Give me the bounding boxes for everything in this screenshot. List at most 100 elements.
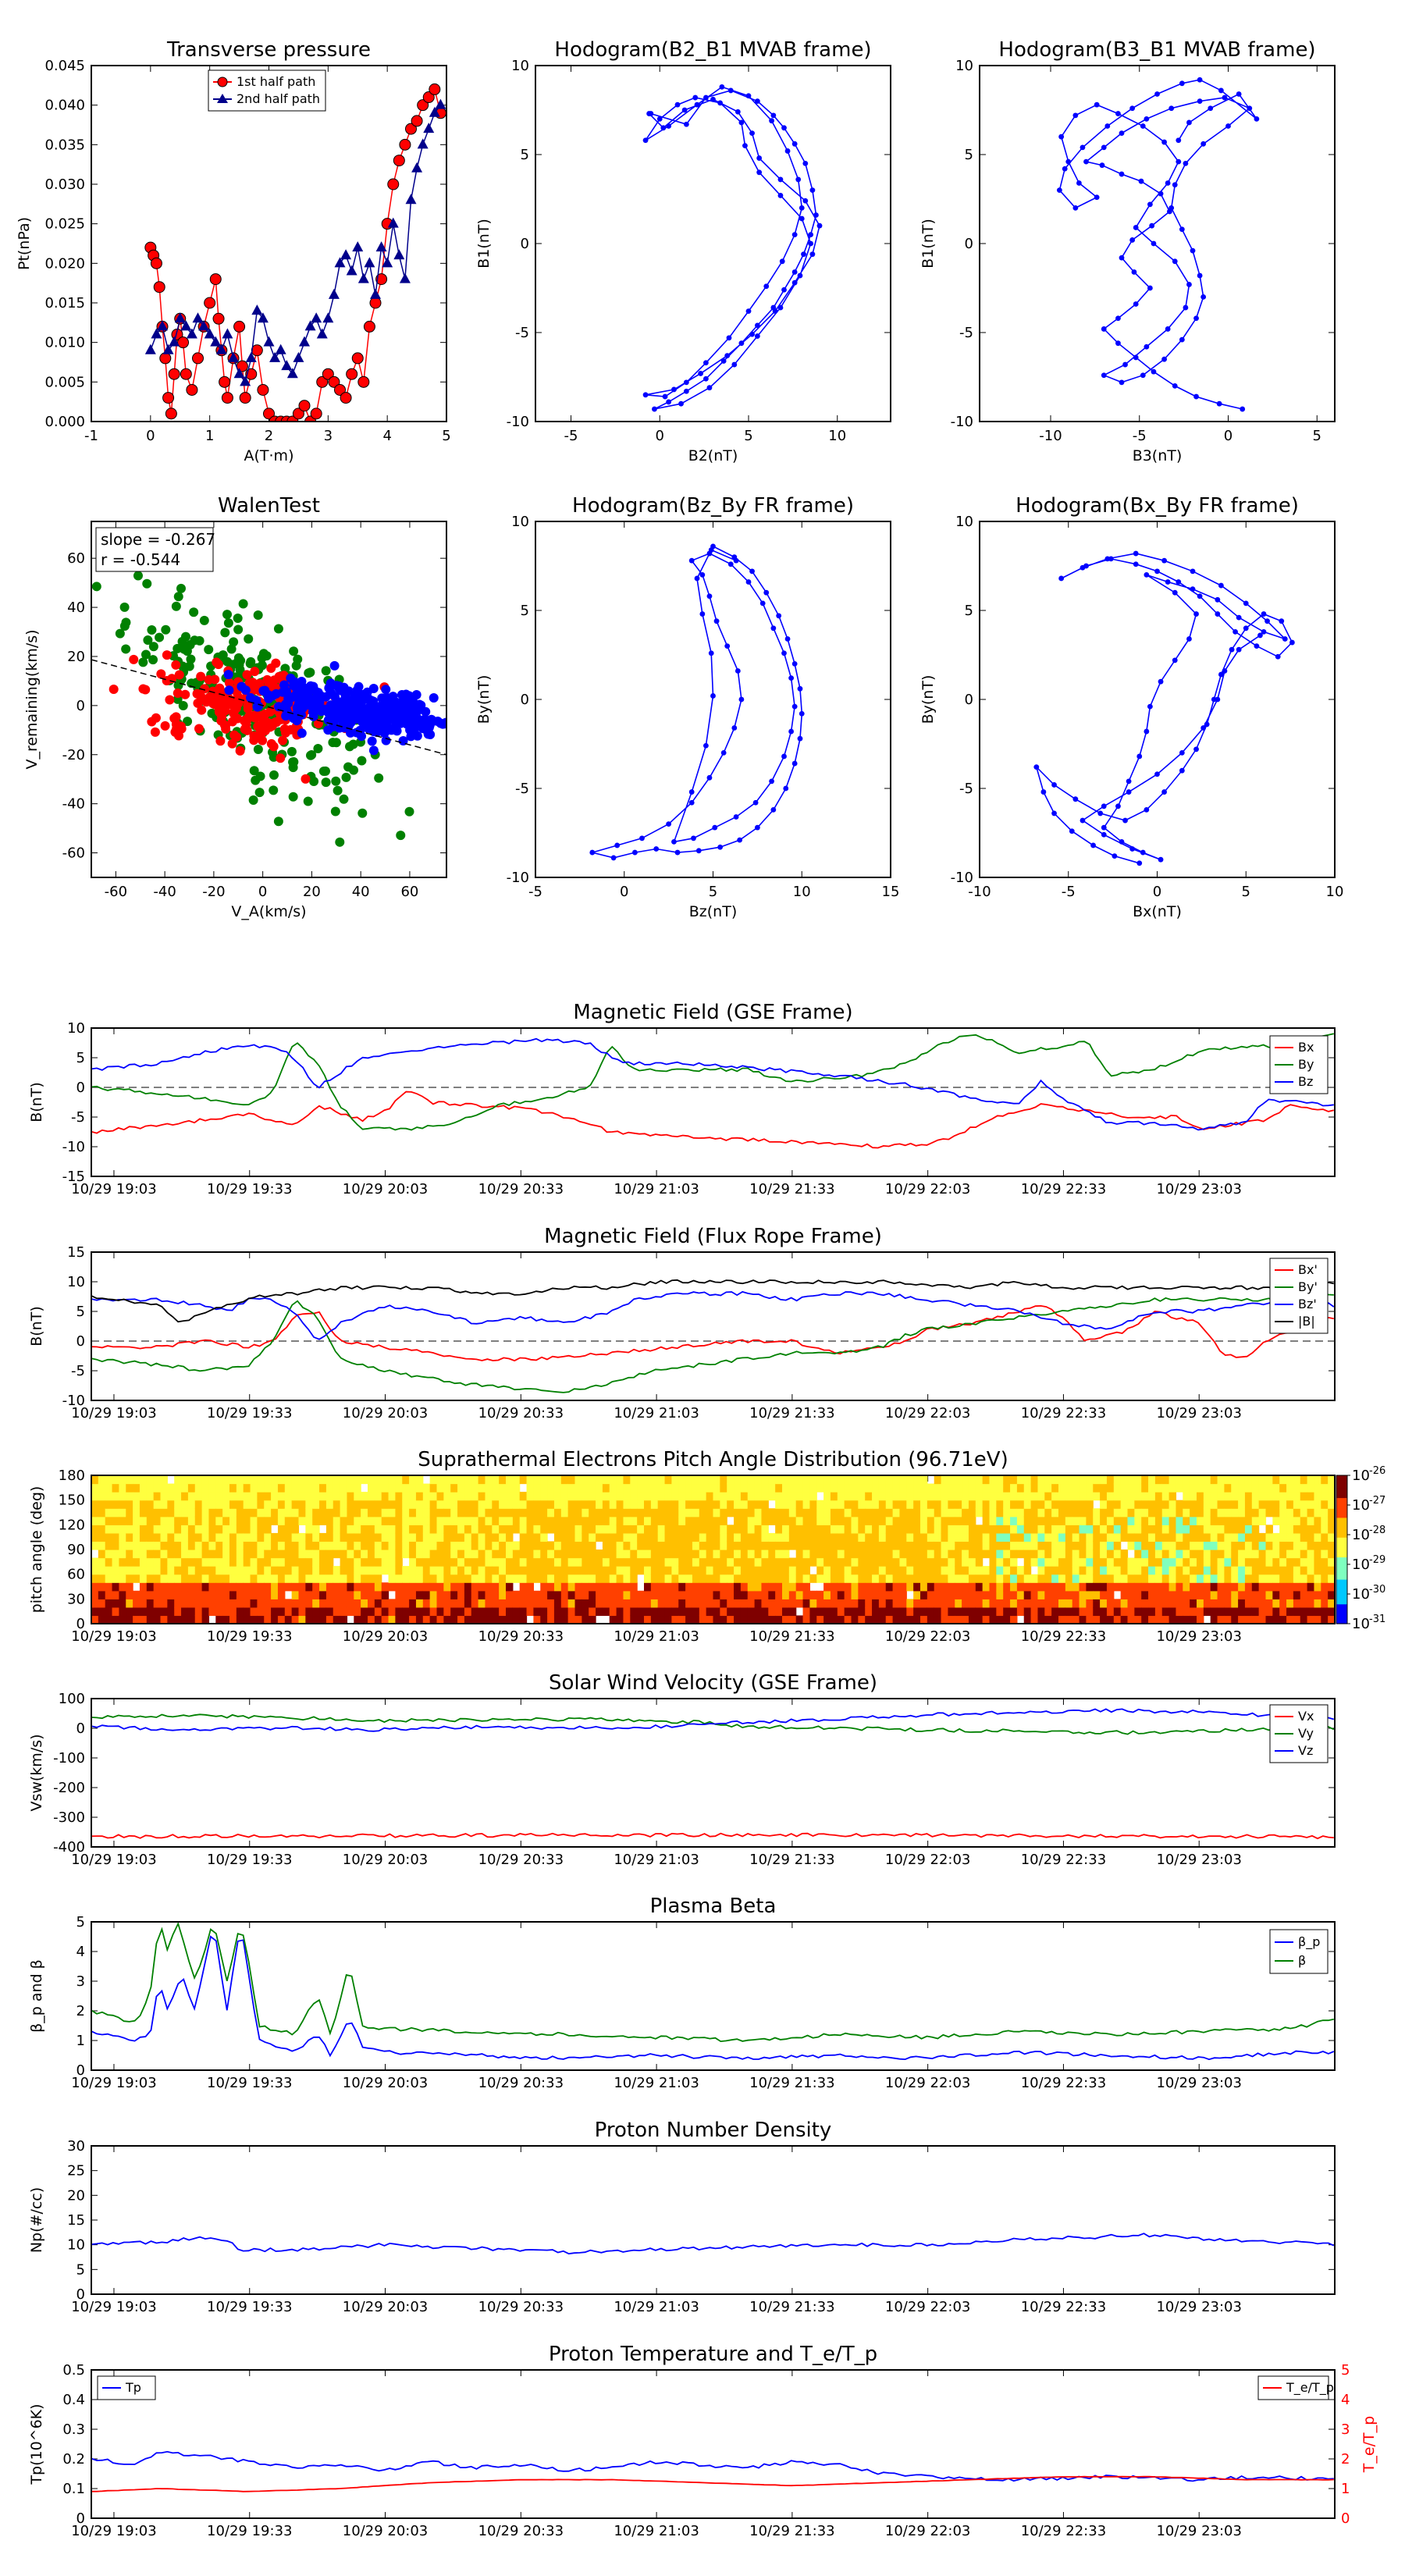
heatmap-cell bbox=[105, 1508, 113, 1517]
data-point bbox=[159, 352, 172, 365]
data-point bbox=[1240, 406, 1246, 412]
x-tick-label: 0 bbox=[656, 428, 664, 444]
heatmap-cell bbox=[305, 1615, 313, 1624]
heatmap-cell bbox=[560, 1590, 569, 1599]
data-point bbox=[429, 106, 440, 117]
heatmap-cell bbox=[133, 1500, 140, 1509]
heatmap-cell bbox=[1314, 1574, 1321, 1583]
heatmap-cell bbox=[126, 1541, 133, 1550]
heatmap-cell bbox=[941, 1599, 948, 1608]
heatmap-cell bbox=[816, 1590, 824, 1599]
heatmap-cell bbox=[1217, 1532, 1225, 1542]
heatmap-cell bbox=[589, 1566, 596, 1575]
data-point bbox=[1215, 596, 1221, 603]
heatmap-cell bbox=[1190, 1483, 1197, 1493]
heatmap-cell bbox=[706, 1483, 714, 1493]
heatmap-cell bbox=[319, 1615, 327, 1624]
heatmap-cell bbox=[1293, 1532, 1301, 1542]
heatmap-cell bbox=[671, 1599, 679, 1608]
heatmap-cell bbox=[1190, 1566, 1197, 1575]
heatmap-cell bbox=[1100, 1492, 1108, 1501]
data-point bbox=[215, 697, 225, 707]
data-point bbox=[397, 689, 407, 699]
heatmap-cell bbox=[927, 1525, 935, 1534]
heatmap-cell bbox=[747, 1541, 756, 1550]
heatmap-cell bbox=[402, 1516, 410, 1525]
heatmap-cell bbox=[567, 1615, 576, 1624]
heatmap-cell bbox=[982, 1566, 991, 1575]
heatmap-cell bbox=[885, 1525, 894, 1534]
heatmap-cell bbox=[436, 1532, 444, 1542]
heatmap-cell bbox=[105, 1590, 113, 1599]
colorbar-cell bbox=[1336, 1599, 1347, 1603]
heatmap-cell bbox=[664, 1606, 672, 1617]
heatmap-cell bbox=[1293, 1475, 1301, 1485]
heatmap-cell bbox=[602, 1483, 610, 1493]
heatmap-cell bbox=[506, 1582, 514, 1592]
heatmap-cell bbox=[1300, 1483, 1308, 1493]
heatmap-cell bbox=[1093, 1557, 1101, 1567]
heatmap-cell bbox=[1154, 1574, 1163, 1583]
heatmap-cell bbox=[1023, 1590, 1032, 1599]
heatmap-cell bbox=[512, 1541, 521, 1550]
heatmap-cell bbox=[1106, 1492, 1115, 1501]
data-point bbox=[182, 646, 192, 656]
heatmap-cell bbox=[1127, 1566, 1135, 1575]
data-point bbox=[1122, 361, 1128, 368]
heatmap-cell bbox=[609, 1541, 617, 1550]
heatmap-cell bbox=[499, 1606, 507, 1617]
y-tick-label: 0 bbox=[965, 236, 973, 252]
heatmap-cell bbox=[1093, 1516, 1101, 1525]
heatmap-cell bbox=[788, 1582, 797, 1592]
heatmap-cell bbox=[457, 1582, 465, 1592]
heatmap-cell bbox=[955, 1550, 962, 1559]
heatmap-cell bbox=[146, 1606, 155, 1617]
heatmap-cell bbox=[650, 1566, 659, 1575]
heatmap-cell bbox=[1293, 1550, 1301, 1559]
heatmap-cell bbox=[146, 1516, 155, 1525]
data-point bbox=[183, 717, 193, 727]
heatmap-cell bbox=[478, 1599, 486, 1608]
heatmap-cell bbox=[685, 1516, 693, 1525]
heatmap-cell bbox=[865, 1532, 873, 1542]
heatmap-cell bbox=[264, 1475, 272, 1485]
heatmap-cell bbox=[506, 1483, 514, 1493]
heatmap-cell bbox=[892, 1541, 901, 1550]
heatmap-cell bbox=[920, 1525, 928, 1534]
heatmap-cell bbox=[685, 1582, 693, 1592]
heatmap-cell bbox=[1251, 1550, 1260, 1559]
data-point bbox=[308, 711, 318, 721]
heatmap-cell bbox=[1286, 1475, 1294, 1485]
heatmap-cell bbox=[941, 1590, 948, 1599]
heatmap-cell bbox=[388, 1483, 396, 1493]
heatmap-cell bbox=[519, 1541, 528, 1550]
heatmap-cell bbox=[325, 1541, 334, 1550]
heatmap-cell bbox=[126, 1525, 133, 1534]
data-point bbox=[429, 693, 439, 703]
heatmap-cell bbox=[1293, 1582, 1301, 1592]
heatmap-cell bbox=[1168, 1475, 1177, 1485]
heatmap-cell bbox=[596, 1500, 603, 1509]
heatmap-cell bbox=[133, 1525, 140, 1534]
heatmap-cell bbox=[98, 1574, 106, 1583]
data-point bbox=[671, 839, 677, 845]
heatmap-cell bbox=[415, 1582, 424, 1592]
heatmap-cell bbox=[1003, 1582, 1011, 1592]
y-tick-label: 0.030 bbox=[44, 176, 85, 193]
heatmap-cell bbox=[1037, 1582, 1045, 1592]
hodogram-path bbox=[645, 86, 820, 410]
heatmap-cell bbox=[402, 1483, 410, 1493]
y-axis-label: Pt(nPa) bbox=[16, 217, 33, 270]
heatmap-cell bbox=[284, 1525, 293, 1534]
heatmap-cell bbox=[395, 1500, 403, 1509]
heatmap-cell bbox=[1072, 1525, 1080, 1534]
heatmap-cell bbox=[381, 1516, 389, 1525]
data-point bbox=[233, 320, 246, 333]
heatmap-cell bbox=[989, 1566, 997, 1575]
heatmap-cell bbox=[941, 1606, 948, 1617]
heatmap-cell bbox=[788, 1557, 797, 1567]
heatmap-cell bbox=[201, 1516, 210, 1525]
heatmap-cell bbox=[1044, 1475, 1052, 1485]
data-point bbox=[180, 368, 192, 380]
heatmap-cell bbox=[512, 1525, 521, 1534]
